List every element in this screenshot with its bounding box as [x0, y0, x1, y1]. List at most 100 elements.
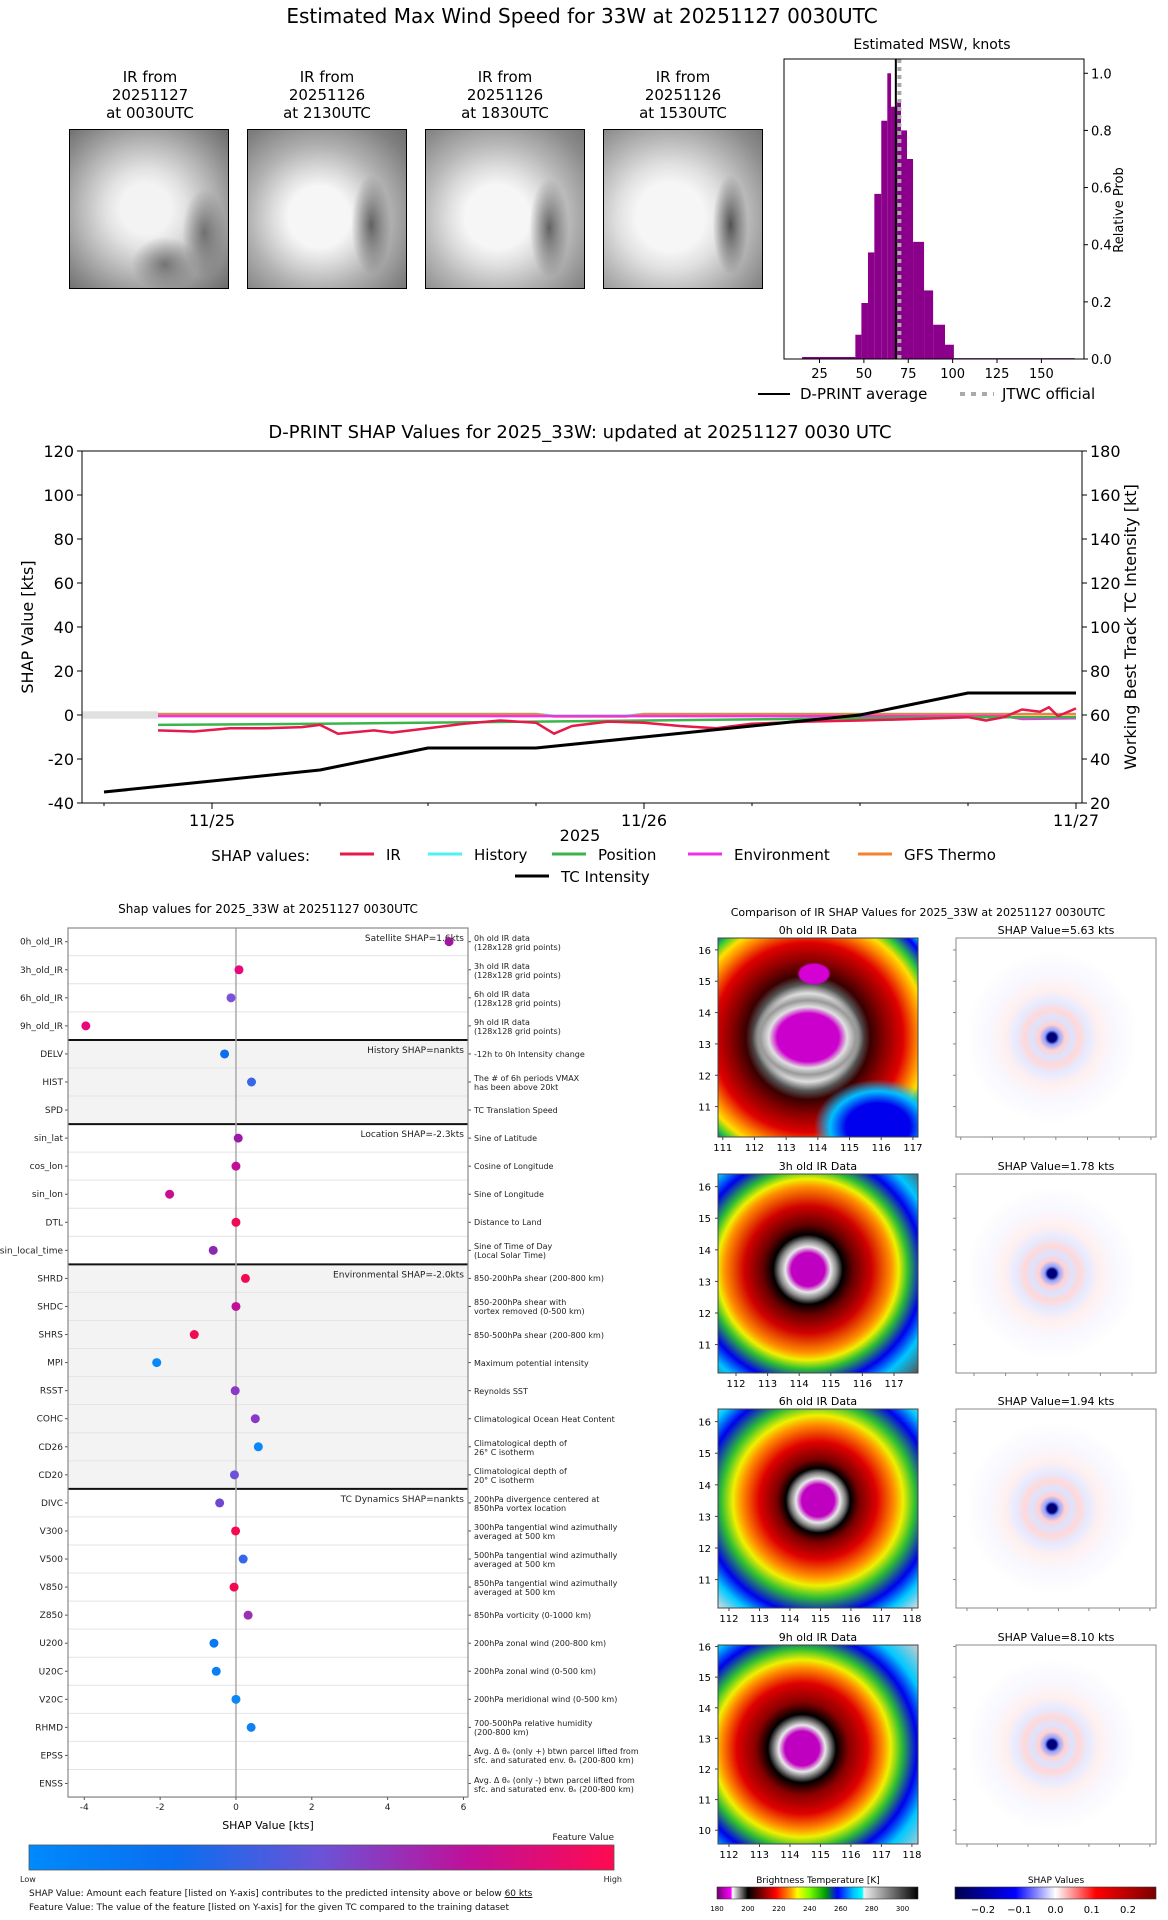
- histogram-bar: [802, 357, 856, 359]
- shap-point-shdc: [231, 1301, 241, 1311]
- legend-title: SHAP values:: [211, 847, 310, 865]
- y2-axis-label: Working Best Track TC Intensity [kt]: [1121, 484, 1140, 770]
- ir-color-image: [718, 1174, 918, 1373]
- shap-point-shrs: [189, 1330, 199, 1340]
- figure-title: Estimated Max Wind Speed for 33W at 2025…: [286, 4, 878, 28]
- x-tick-label: 11/27: [1053, 811, 1099, 830]
- lat-tick-label: 16: [698, 1183, 711, 1194]
- bt-tick-label: 180: [710, 1905, 723, 1913]
- shap-point-sin_local_time: [208, 1245, 218, 1255]
- shap-point-divc: [215, 1498, 225, 1508]
- feature-description: Climatological depth of 26° C isotherm: [474, 1438, 567, 1457]
- section-background: [68, 1039, 468, 1125]
- histogram-bar: [874, 193, 882, 359]
- lat-tick-label: 12: [698, 1071, 711, 1082]
- lat-tick-label: 12: [698, 1765, 711, 1776]
- lon-tick-label: 117: [884, 1379, 903, 1390]
- ir-label-line: IR from: [477, 68, 533, 86]
- ir-panel-frame: [717, 1173, 919, 1374]
- lon-tick-label: 114: [780, 1614, 799, 1625]
- feature-label: sin_local_time: [0, 1246, 63, 1256]
- y-tick-label: 0.4: [1091, 239, 1112, 254]
- legend-label: IR: [386, 846, 401, 864]
- lat-tick-label: 15: [698, 977, 711, 988]
- x-tick-label: -2: [156, 1803, 165, 1813]
- x-tick-label: 75: [900, 367, 917, 382]
- bt-tick-label: 300: [896, 1905, 909, 1913]
- feature-description: Avg. Δ θₑ (only -) btwn parcel lifted fr…: [474, 1775, 635, 1794]
- shap-point-sin_lon: [165, 1189, 175, 1199]
- legend-jtwc-label: JTWC official: [1001, 385, 1095, 403]
- feature-label: RSST: [40, 1387, 64, 1397]
- y-tick-label: 0.6: [1091, 182, 1112, 197]
- feature-description: 500hPa tangential wind azimuthally avera…: [474, 1551, 618, 1570]
- ir-label-line: IR from: [122, 68, 178, 86]
- shap-panel-frame: [955, 937, 1157, 1138]
- footnote-threshold: 60 kts: [504, 1889, 533, 1899]
- y-tick-label: 0.0: [1091, 353, 1112, 368]
- lat-tick-label: 11: [698, 1576, 711, 1587]
- feature-description: Cosine of Longitude: [474, 1162, 554, 1172]
- lat-tick-label: 14: [698, 1704, 711, 1715]
- colorbar-high-label: High: [604, 1875, 622, 1884]
- feature-label: SHDC: [37, 1302, 63, 1312]
- histogram-title: Estimated MSW, knots: [853, 37, 1010, 53]
- ir-label-line: IR from: [655, 68, 711, 86]
- ir-label-time: at 2130UTC: [283, 104, 371, 122]
- feature-description: Sine of Time of Day (Local Solar Time): [474, 1242, 553, 1261]
- shap-map-image: [956, 1174, 1156, 1373]
- feature-description: Climatological depth of 20° C isotherm: [474, 1466, 567, 1485]
- shap-point-rsst: [230, 1386, 240, 1396]
- shap-point-0h_old_ir: [444, 937, 454, 947]
- shap-panel-frame: [955, 1408, 1157, 1609]
- feature-description: TC Translation Speed: [474, 1106, 558, 1116]
- lon-tick-label: 117: [872, 1850, 891, 1861]
- feature-description: Reynolds SST: [474, 1386, 528, 1396]
- lon-tick-label: 118: [902, 1850, 921, 1861]
- lon-tick-label: 118: [902, 1614, 921, 1625]
- y2-tick-label: 20: [1090, 794, 1110, 813]
- shap-panel-title: SHAP Value=5.63 kts: [998, 924, 1115, 937]
- y-tick-label: 120: [43, 442, 74, 461]
- histogram-bar: [945, 344, 954, 359]
- shap-point-u200: [209, 1638, 219, 1648]
- x-tick-label: 6: [461, 1803, 467, 1813]
- feature-label: V20C: [39, 1695, 63, 1705]
- lat-tick-label: 16: [698, 1643, 711, 1654]
- lat-tick-label: 13: [698, 1040, 711, 1051]
- y2-tick-label: 180: [1090, 442, 1121, 461]
- shap-tick-label: 0.2: [1120, 1905, 1136, 1916]
- timeseries-frame: [81, 450, 1083, 804]
- shap-tick-label: −0.1: [1007, 1905, 1031, 1916]
- lon-tick-label: 112: [726, 1379, 745, 1390]
- lat-tick-label: 12: [698, 1544, 711, 1555]
- legend-label: Position: [598, 846, 656, 864]
- lat-tick-label: 11: [698, 1103, 711, 1114]
- ir-label-date: 20251127: [111, 86, 189, 104]
- legend-dprint-label: D-PRINT average: [800, 385, 927, 403]
- feature-label: cos_lon: [30, 1162, 63, 1172]
- ir-panel-title: 6h old IR Data: [779, 1395, 857, 1408]
- lon-tick-label: 116: [853, 1379, 872, 1390]
- shap-tick-label: −0.2: [971, 1905, 995, 1916]
- y-tick-label: 100: [43, 486, 74, 505]
- feature-label: MPI: [47, 1359, 63, 1369]
- ir-color-image: [718, 938, 918, 1137]
- feature-description: 200hPa divergence centered at 850hPa vor…: [474, 1494, 600, 1513]
- feature-description: 850-200hPa shear with vortex removed (0-…: [474, 1298, 585, 1317]
- section-background: [68, 1488, 468, 1797]
- shap-values-colorbar: [954, 1886, 1157, 1900]
- timeseries-title: D-PRINT SHAP Values for 2025_33W: update…: [268, 422, 891, 443]
- feature-label: HIST: [42, 1078, 63, 1088]
- feature-label: 6h_old_IR: [20, 994, 63, 1004]
- lat-tick-label: 14: [698, 1246, 711, 1257]
- ir-panel-title: 0h old IR Data: [779, 924, 857, 937]
- feature-label: 3h_old_IR: [20, 966, 63, 976]
- shap-panel-frame: [955, 1173, 1157, 1374]
- feature-description: Climatological Ocean Heat Content: [474, 1414, 615, 1424]
- lat-tick-label: 13: [698, 1277, 711, 1288]
- legend-label: TC Intensity: [560, 868, 650, 886]
- lon-tick-label: 114: [808, 1143, 827, 1154]
- feature-description: 850hPa vorticity (0-1000 km): [474, 1611, 592, 1621]
- y-tick-label: 60: [54, 574, 74, 593]
